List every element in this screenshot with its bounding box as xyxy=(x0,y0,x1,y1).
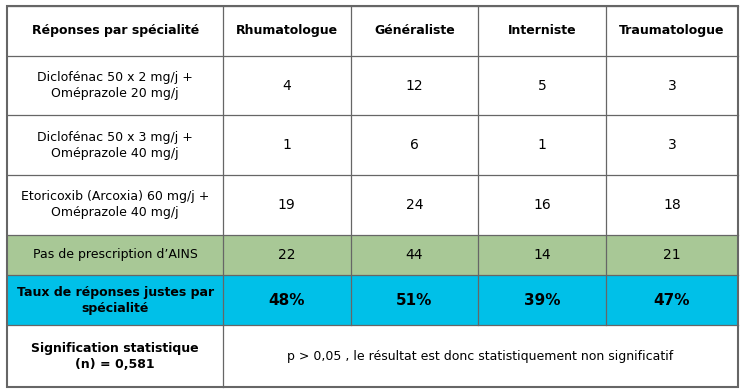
Bar xyxy=(351,235,478,275)
Bar xyxy=(351,275,478,325)
Text: Interniste: Interniste xyxy=(508,24,577,38)
Text: 12: 12 xyxy=(406,79,423,93)
Bar xyxy=(351,6,478,56)
Text: 21: 21 xyxy=(663,248,681,262)
Bar xyxy=(478,115,606,175)
Bar xyxy=(223,115,351,175)
Text: 4: 4 xyxy=(282,79,291,93)
Bar xyxy=(478,56,606,115)
Text: 14: 14 xyxy=(533,248,551,262)
Bar xyxy=(351,56,478,115)
Text: 16: 16 xyxy=(533,198,551,212)
Text: Signification statistique
(n) = 0,581: Signification statistique (n) = 0,581 xyxy=(31,342,199,371)
Text: 18: 18 xyxy=(663,198,681,212)
Bar xyxy=(7,56,223,115)
Bar xyxy=(606,115,738,175)
Text: 19: 19 xyxy=(278,198,296,212)
Bar xyxy=(351,175,478,235)
Bar xyxy=(223,6,351,56)
Text: 22: 22 xyxy=(278,248,296,262)
Text: 39%: 39% xyxy=(524,292,560,308)
Text: 3: 3 xyxy=(668,138,676,152)
Bar xyxy=(606,175,738,235)
Text: 5: 5 xyxy=(538,79,547,93)
Bar xyxy=(606,56,738,115)
Text: Pas de prescription d’AINS: Pas de prescription d’AINS xyxy=(33,248,197,261)
Bar xyxy=(606,235,738,275)
Text: 44: 44 xyxy=(406,248,423,262)
Bar xyxy=(478,275,606,325)
Text: Taux de réponses justes par
spécialité: Taux de réponses justes par spécialité xyxy=(16,285,214,315)
Text: 6: 6 xyxy=(410,138,419,152)
Bar xyxy=(478,6,606,56)
Bar xyxy=(223,275,351,325)
Bar xyxy=(478,235,606,275)
Text: 3: 3 xyxy=(668,79,676,93)
Text: 24: 24 xyxy=(406,198,423,212)
Text: 48%: 48% xyxy=(268,292,305,308)
Text: 1: 1 xyxy=(282,138,291,152)
Text: Généraliste: Généraliste xyxy=(374,24,455,38)
Bar xyxy=(351,115,478,175)
Text: 1: 1 xyxy=(538,138,547,152)
Text: Etoricoxib (Arcoxia) 60 mg/j +
Oméprazole 40 mg/j: Etoricoxib (Arcoxia) 60 mg/j + Oméprazol… xyxy=(21,190,209,219)
Bar xyxy=(7,275,223,325)
Text: Réponses par spécialité: Réponses par spécialité xyxy=(31,24,199,38)
Text: p > 0,05 , le résultat est donc statistiquement non significatif: p > 0,05 , le résultat est donc statisti… xyxy=(287,350,673,362)
Bar xyxy=(7,115,223,175)
Bar xyxy=(223,325,738,387)
Bar xyxy=(606,6,738,56)
Bar xyxy=(223,175,351,235)
Text: Diclofénac 50 x 3 mg/j +
Oméprazole 40 mg/j: Diclofénac 50 x 3 mg/j + Oméprazole 40 m… xyxy=(37,131,193,160)
Text: Diclofénac 50 x 2 mg/j +
Oméprazole 20 mg/j: Diclofénac 50 x 2 mg/j + Oméprazole 20 m… xyxy=(37,71,193,100)
Bar xyxy=(7,325,223,387)
Bar xyxy=(7,175,223,235)
Bar xyxy=(7,6,223,56)
Text: 47%: 47% xyxy=(653,292,690,308)
Bar xyxy=(223,235,351,275)
Bar xyxy=(478,175,606,235)
Bar xyxy=(7,235,223,275)
Bar xyxy=(223,56,351,115)
Text: Traumatologue: Traumatologue xyxy=(619,24,725,38)
Text: Rhumatologue: Rhumatologue xyxy=(235,24,337,38)
Bar xyxy=(606,275,738,325)
Text: 51%: 51% xyxy=(396,292,433,308)
